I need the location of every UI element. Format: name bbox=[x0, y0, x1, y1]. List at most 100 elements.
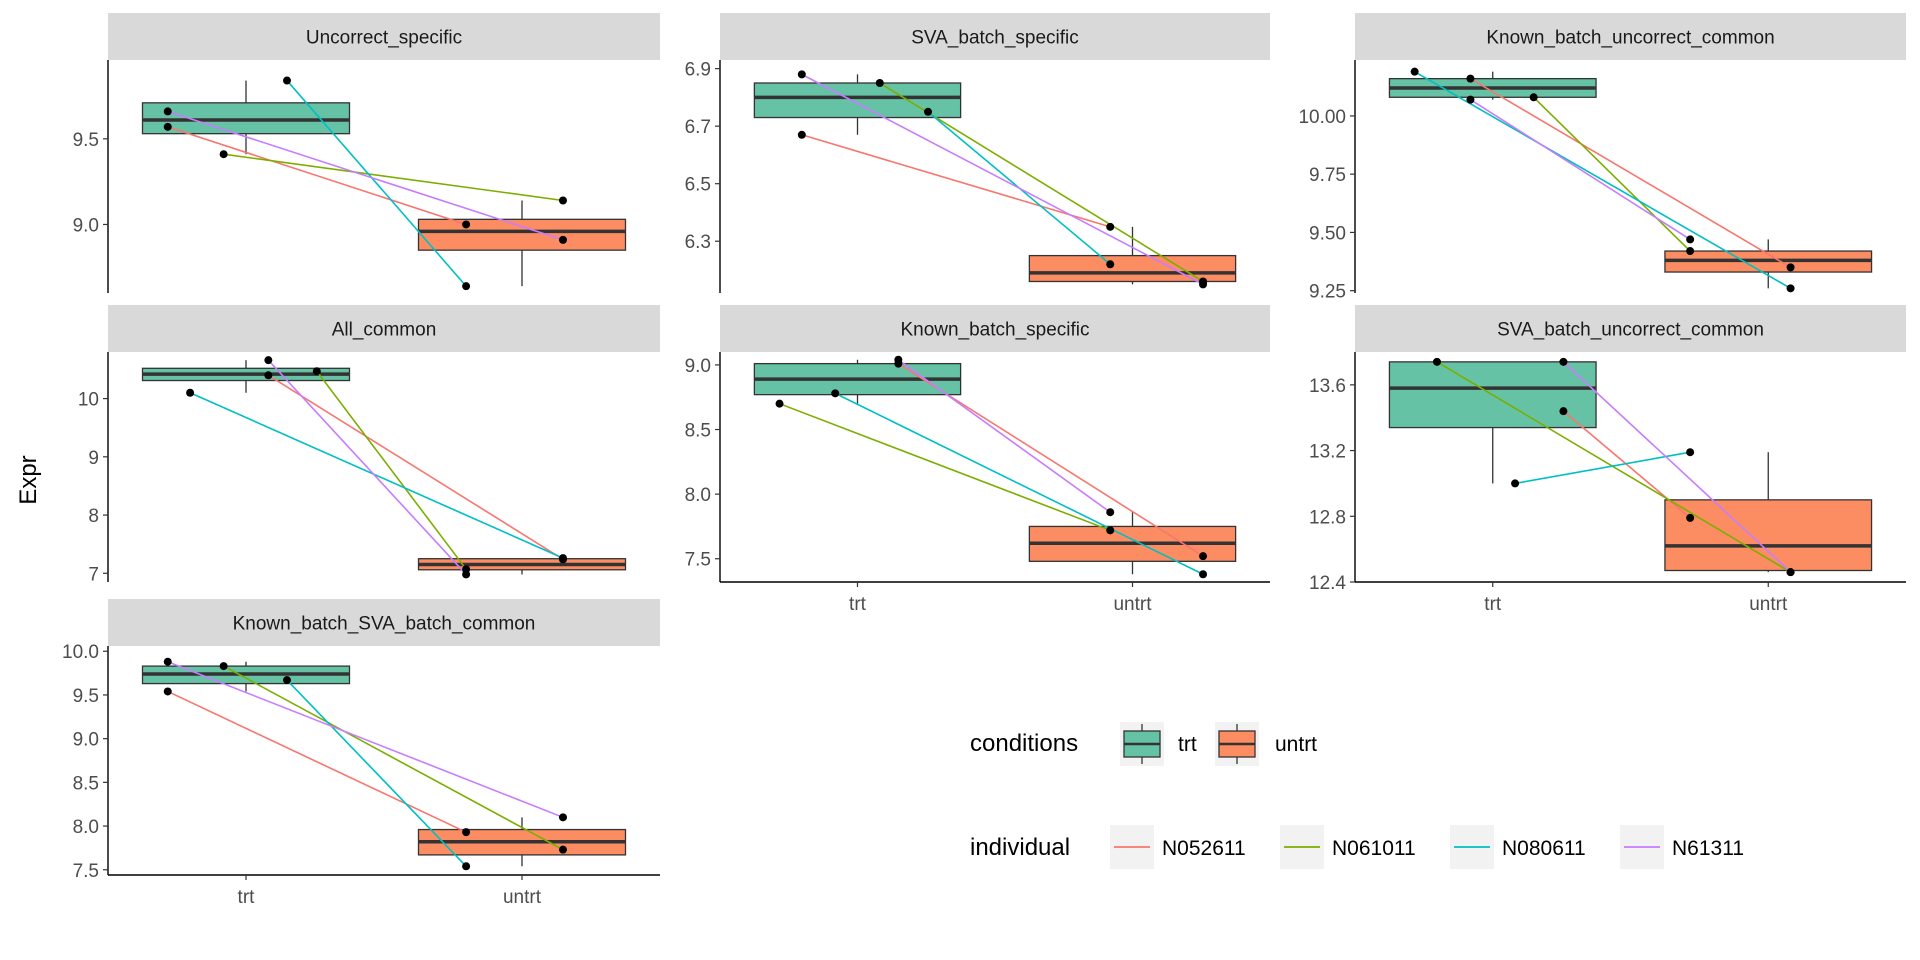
panel-strip bbox=[108, 13, 660, 60]
point-untrt-n080611 bbox=[1199, 570, 1208, 579]
point-trt-n61311 bbox=[264, 356, 273, 365]
legend-individual-title: individual bbox=[970, 834, 1070, 861]
legend-conditions-title: conditions bbox=[970, 730, 1078, 757]
panel-title: Uncorrect_specific bbox=[306, 28, 462, 49]
individual-line-n052611 bbox=[801, 134, 1111, 228]
panel-title: SVA_batch_uncorrect_common bbox=[1497, 320, 1764, 341]
panel-title: Known_batch_SVA_batch_common bbox=[233, 614, 536, 635]
y-tick-label: 9.50 bbox=[1309, 223, 1346, 244]
point-trt-n052611 bbox=[264, 371, 273, 380]
point-trt-n052611 bbox=[1559, 407, 1568, 416]
point-untrt-n61311 bbox=[462, 570, 471, 579]
y-tick-label: 9.25 bbox=[1309, 282, 1346, 303]
y-tick-label: 9.5 bbox=[73, 686, 99, 707]
x-tick-label-trt: trt bbox=[849, 594, 867, 615]
panel-strip bbox=[720, 305, 1270, 352]
individual-line-n052611 bbox=[167, 126, 467, 226]
point-trt-n080611 bbox=[1511, 479, 1520, 488]
y-tick-label: 8 bbox=[88, 506, 99, 527]
point-trt-n61311 bbox=[163, 107, 172, 116]
y-tick-label: 9.0 bbox=[73, 215, 99, 236]
panel-known-batch-uncorrect-common: Known_batch_uncorrect_common 9.25 9.50 9.75… bbox=[1298, 13, 1906, 303]
point-untrt-n052611 bbox=[1199, 552, 1208, 561]
x-tick-label-untrt: untrt bbox=[1113, 594, 1152, 615]
y-tick-label: 6.9 bbox=[685, 60, 711, 81]
individual-line-n061011 bbox=[779, 402, 1111, 532]
point-untrt-n061011 bbox=[1686, 247, 1695, 256]
y-tick-label: 9.5 bbox=[73, 130, 99, 151]
y-tick-label: 10.0 bbox=[62, 642, 99, 663]
y-tick-label: 9 bbox=[88, 448, 99, 469]
box-untrt bbox=[1028, 254, 1237, 283]
point-untrt-n61311 bbox=[1786, 568, 1795, 577]
individual-line-n61311 bbox=[167, 110, 564, 241]
legend-key-untrt bbox=[1215, 722, 1259, 766]
point-trt-n61311 bbox=[894, 355, 903, 364]
box-untrt bbox=[1664, 499, 1873, 572]
point-trt-n052611 bbox=[163, 687, 172, 696]
individual-line-n052611 bbox=[167, 690, 467, 833]
x-tick-label-untrt: untrt bbox=[503, 887, 542, 908]
panel-title: Known_batch_uncorrect_common bbox=[1486, 28, 1774, 49]
panel-strip bbox=[108, 305, 660, 352]
y-tick-label: 9.0 bbox=[685, 356, 711, 377]
point-untrt-n061011 bbox=[558, 845, 567, 854]
y-tick-label: 10 bbox=[78, 390, 99, 411]
y-tick-label: 7 bbox=[88, 564, 99, 585]
point-untrt-n061011 bbox=[558, 196, 567, 205]
point-trt-n61311 bbox=[163, 657, 172, 666]
point-trt-n61311 bbox=[1559, 357, 1568, 366]
y-tick-label: 8.0 bbox=[685, 485, 711, 506]
point-trt-n061011 bbox=[875, 79, 884, 88]
y-tick-label: 6.7 bbox=[685, 117, 711, 138]
point-trt-n052611 bbox=[163, 122, 172, 131]
point-trt-n61311 bbox=[1466, 95, 1475, 104]
point-untrt-n080611 bbox=[462, 282, 471, 291]
individual-line-n052611 bbox=[267, 374, 564, 560]
x-tick-label-trt: trt bbox=[1484, 594, 1502, 615]
y-tick-label: 12.4 bbox=[1309, 573, 1346, 594]
point-untrt-n080611 bbox=[1786, 284, 1795, 293]
individual-line-n061011 bbox=[223, 665, 564, 851]
individual-line-n080611 bbox=[1514, 451, 1691, 485]
facet-panels: Uncorrect_specific 9.0 9.5 SVA_batch_specif… bbox=[62, 13, 1906, 908]
point-trt-n080611 bbox=[186, 388, 195, 397]
point-trt-n61311 bbox=[797, 70, 806, 79]
panel-uncorrect-specific: Uncorrect_specific 9.0 9.5 bbox=[73, 13, 660, 293]
legend-label-n080611: N080611 bbox=[1502, 837, 1586, 860]
individual-line-n61311 bbox=[1470, 98, 1691, 241]
point-untrt-n061011 bbox=[1106, 526, 1115, 535]
point-untrt-n61311 bbox=[1199, 280, 1208, 289]
point-trt-n052611 bbox=[797, 130, 806, 139]
panel-strip bbox=[720, 13, 1270, 60]
y-tick-label: 8.5 bbox=[73, 773, 99, 794]
legend-label-trt: trt bbox=[1178, 733, 1197, 756]
panel-strip bbox=[1355, 13, 1906, 60]
individual-line-n080611 bbox=[1414, 70, 1791, 290]
individual-line-n061011 bbox=[1533, 96, 1691, 252]
panel-sva-batch-specific: SVA_batch_specific 6.3 6.5 6.7 6.9 bbox=[685, 13, 1270, 293]
y-tick-label: 7.5 bbox=[73, 861, 99, 882]
individual-line-n052611 bbox=[1470, 77, 1791, 269]
point-untrt-n080611 bbox=[1686, 448, 1695, 457]
y-tick-label: 13.6 bbox=[1309, 376, 1346, 397]
individual-line-n61311 bbox=[897, 359, 1111, 513]
y-tick-label: 8.0 bbox=[73, 817, 99, 838]
individual-line-n080611 bbox=[286, 80, 467, 287]
point-untrt-n080611 bbox=[462, 862, 471, 871]
point-untrt-n052611 bbox=[1686, 513, 1695, 522]
point-untrt-n052611 bbox=[462, 220, 471, 229]
y-tick-label: 13.2 bbox=[1309, 442, 1346, 463]
point-trt-n052611 bbox=[1466, 74, 1475, 83]
legend: conditions trt untrt individual N052611 N0610… bbox=[970, 722, 1744, 869]
point-trt-n061011 bbox=[1432, 357, 1441, 366]
y-tick-label: 9.75 bbox=[1309, 165, 1346, 186]
point-untrt-n052611 bbox=[1786, 263, 1795, 272]
point-untrt-n052611 bbox=[462, 828, 471, 837]
panel-strip bbox=[1355, 305, 1906, 352]
point-untrt-n61311 bbox=[1686, 235, 1695, 244]
point-trt-n080611 bbox=[1410, 67, 1419, 76]
